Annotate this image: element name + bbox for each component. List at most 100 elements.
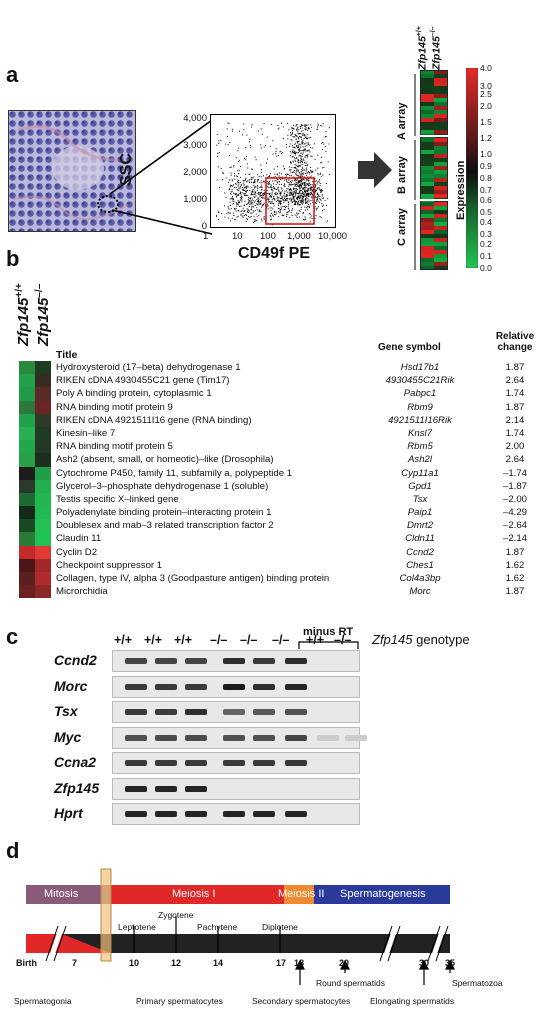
facs-event bbox=[229, 201, 231, 203]
facs-event bbox=[301, 142, 303, 144]
cell-spermatozoa: Spermatozoa bbox=[452, 978, 503, 988]
facs-event bbox=[286, 181, 288, 183]
facs-event bbox=[311, 196, 313, 198]
facs-event bbox=[291, 152, 293, 154]
facs-event bbox=[233, 198, 234, 200]
facs-event bbox=[306, 183, 308, 184]
facs-event bbox=[284, 190, 286, 192]
expression-color-scale bbox=[466, 68, 478, 268]
facs-event bbox=[245, 178, 246, 180]
facs-event bbox=[268, 182, 270, 183]
facs-event bbox=[317, 187, 319, 189]
facs-event bbox=[307, 205, 309, 207]
facs-event bbox=[296, 129, 298, 131]
facs-event bbox=[309, 221, 311, 223]
lane-label: +/+ bbox=[306, 633, 325, 647]
facs-event bbox=[296, 188, 298, 190]
heatmap-row bbox=[19, 440, 51, 454]
facs-event bbox=[282, 199, 284, 201]
facs-event bbox=[238, 210, 240, 212]
facs-event bbox=[285, 194, 287, 196]
facs-event bbox=[304, 206, 306, 208]
facs-event bbox=[325, 136, 327, 138]
facs-y-tick: 4,000 bbox=[183, 113, 207, 124]
lane-labels: +/+ +/+ +/+ –/– –/– –/– +/+ –/– bbox=[114, 633, 364, 649]
array-heatmap-cell bbox=[434, 98, 448, 103]
facs-event bbox=[296, 215, 298, 217]
facs-event bbox=[272, 190, 274, 192]
facs-event bbox=[316, 207, 318, 209]
facs-event bbox=[287, 134, 289, 136]
facs-event bbox=[302, 125, 304, 127]
facs-event bbox=[281, 188, 283, 190]
facs-event bbox=[256, 181, 258, 183]
facs-event bbox=[233, 215, 235, 216]
facs-event bbox=[275, 153, 277, 155]
facs-event bbox=[314, 187, 316, 189]
facs-event bbox=[280, 197, 282, 199]
facs-event bbox=[317, 126, 318, 128]
facs-event bbox=[245, 173, 247, 175]
facs-event bbox=[243, 188, 244, 190]
facs-event bbox=[241, 201, 243, 203]
array-heatmap-cell bbox=[420, 110, 434, 115]
heatmap-cell-wt bbox=[19, 374, 35, 388]
facs-event bbox=[232, 185, 234, 187]
facs-event bbox=[299, 190, 301, 192]
day-14: 14 bbox=[213, 958, 224, 968]
facs-event bbox=[285, 214, 287, 216]
facs-event bbox=[300, 202, 302, 203]
facs-event bbox=[251, 168, 253, 170]
lane-label: +/+ bbox=[174, 633, 193, 647]
facs-event bbox=[302, 193, 303, 194]
facs-event bbox=[268, 193, 270, 195]
facs-event bbox=[298, 152, 299, 154]
array-heatmap-cell bbox=[434, 138, 448, 143]
facs-event bbox=[295, 160, 297, 162]
facs-event bbox=[294, 134, 296, 135]
facs-event bbox=[292, 172, 294, 174]
facs-event bbox=[260, 147, 262, 149]
facs-event bbox=[278, 154, 279, 156]
facs-event bbox=[296, 213, 298, 215]
facs-event bbox=[299, 155, 301, 157]
facs-event bbox=[291, 162, 293, 164]
facs-event bbox=[247, 218, 248, 220]
facs-event bbox=[245, 190, 247, 192]
facs-event bbox=[293, 203, 295, 205]
facs-event bbox=[301, 143, 303, 145]
facs-event bbox=[314, 195, 316, 197]
facs-event bbox=[250, 212, 252, 214]
facs-event bbox=[300, 185, 302, 187]
facs-event bbox=[308, 143, 310, 145]
table-header-title: Title bbox=[56, 349, 78, 361]
color-scale-tick: 0.7 bbox=[480, 185, 492, 195]
facs-event bbox=[300, 138, 302, 140]
array-heatmap-cell bbox=[420, 102, 434, 107]
facs-event bbox=[258, 193, 260, 195]
facs-event bbox=[240, 192, 241, 194]
facs-event bbox=[290, 189, 291, 191]
gene-symbol: Col4a3bp bbox=[399, 573, 441, 584]
facs-event bbox=[290, 189, 292, 191]
facs-event bbox=[259, 196, 261, 198]
facs-event bbox=[235, 175, 237, 177]
facs-event bbox=[244, 200, 246, 202]
facs-event bbox=[269, 186, 271, 188]
facs-event bbox=[304, 190, 305, 192]
facs-event bbox=[238, 204, 239, 206]
facs-event bbox=[297, 130, 299, 132]
facs-event bbox=[243, 193, 245, 194]
facs-event bbox=[301, 169, 303, 171]
facs-event bbox=[304, 186, 306, 188]
facs-event bbox=[307, 124, 309, 126]
facs-event bbox=[307, 179, 309, 181]
facs-event bbox=[300, 124, 302, 126]
facs-event bbox=[296, 185, 298, 187]
facs-event bbox=[309, 213, 311, 215]
facs-event bbox=[281, 176, 283, 178]
facs-event bbox=[234, 178, 236, 180]
facs-x-tick: 10 bbox=[232, 231, 243, 242]
gene-title: Collagen, type IV, alpha 3 (Goodpasture … bbox=[56, 573, 330, 584]
facs-event bbox=[301, 183, 303, 185]
